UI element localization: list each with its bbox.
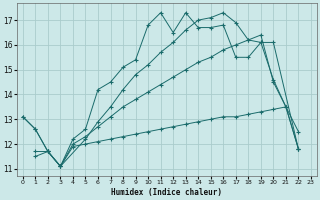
X-axis label: Humidex (Indice chaleur): Humidex (Indice chaleur) bbox=[111, 188, 222, 197]
